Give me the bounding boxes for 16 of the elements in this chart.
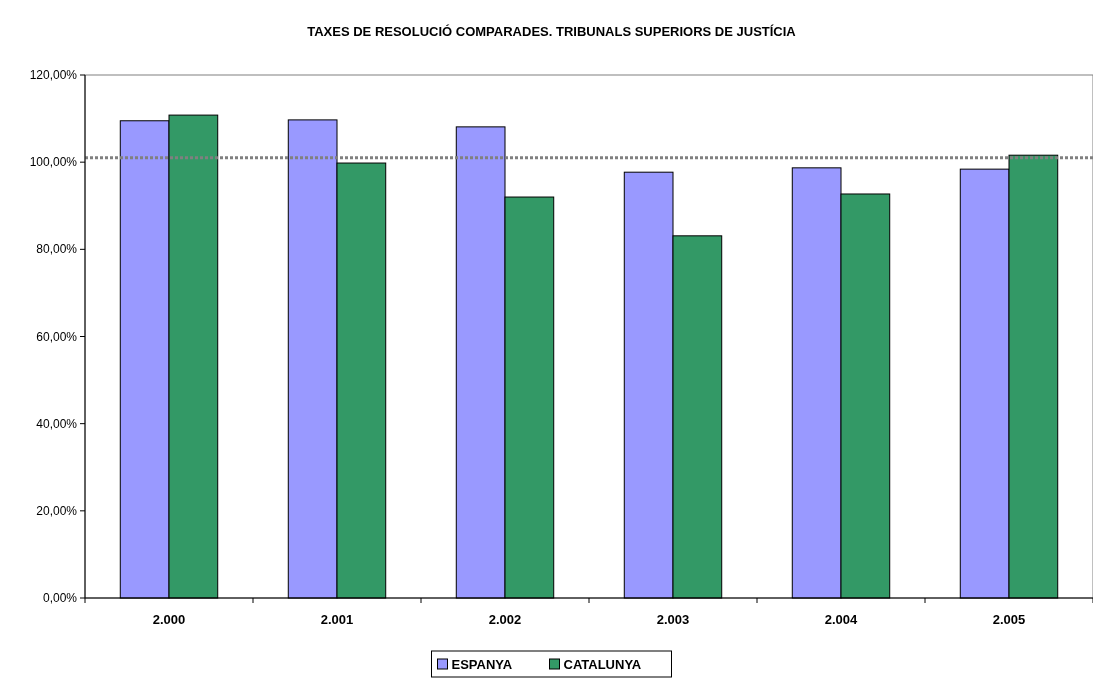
y-tick-label: 100,00% (29, 155, 78, 170)
y-tick-label: 80,00% (36, 242, 78, 257)
y-tick-label: 0,00% (42, 591, 78, 605)
y-tick-label: 120,00% (29, 68, 78, 82)
x-tick-label: 2.005 (992, 612, 1026, 627)
y-tick-label: 20,00% (36, 503, 78, 518)
x-tick-label: 2.001 (320, 612, 354, 627)
legend-label: CATALUNYA (563, 657, 642, 672)
x-tick-label: 2.004 (824, 612, 859, 627)
y-tick-label: 60,00% (36, 329, 78, 344)
x-tick-label: 2.002 (488, 612, 522, 627)
x-tick-label: 2.003 (656, 612, 690, 627)
y-tick-label: 40,00% (36, 416, 78, 431)
legend-label: ESPANYA (451, 657, 513, 672)
x-tick-label: 2.000 (152, 612, 186, 627)
chart-title: TAXES DE RESOLUCIÓ COMPARADES. TRIBUNALS SUPERIORS DE JUSTÍCIA (307, 24, 797, 39)
